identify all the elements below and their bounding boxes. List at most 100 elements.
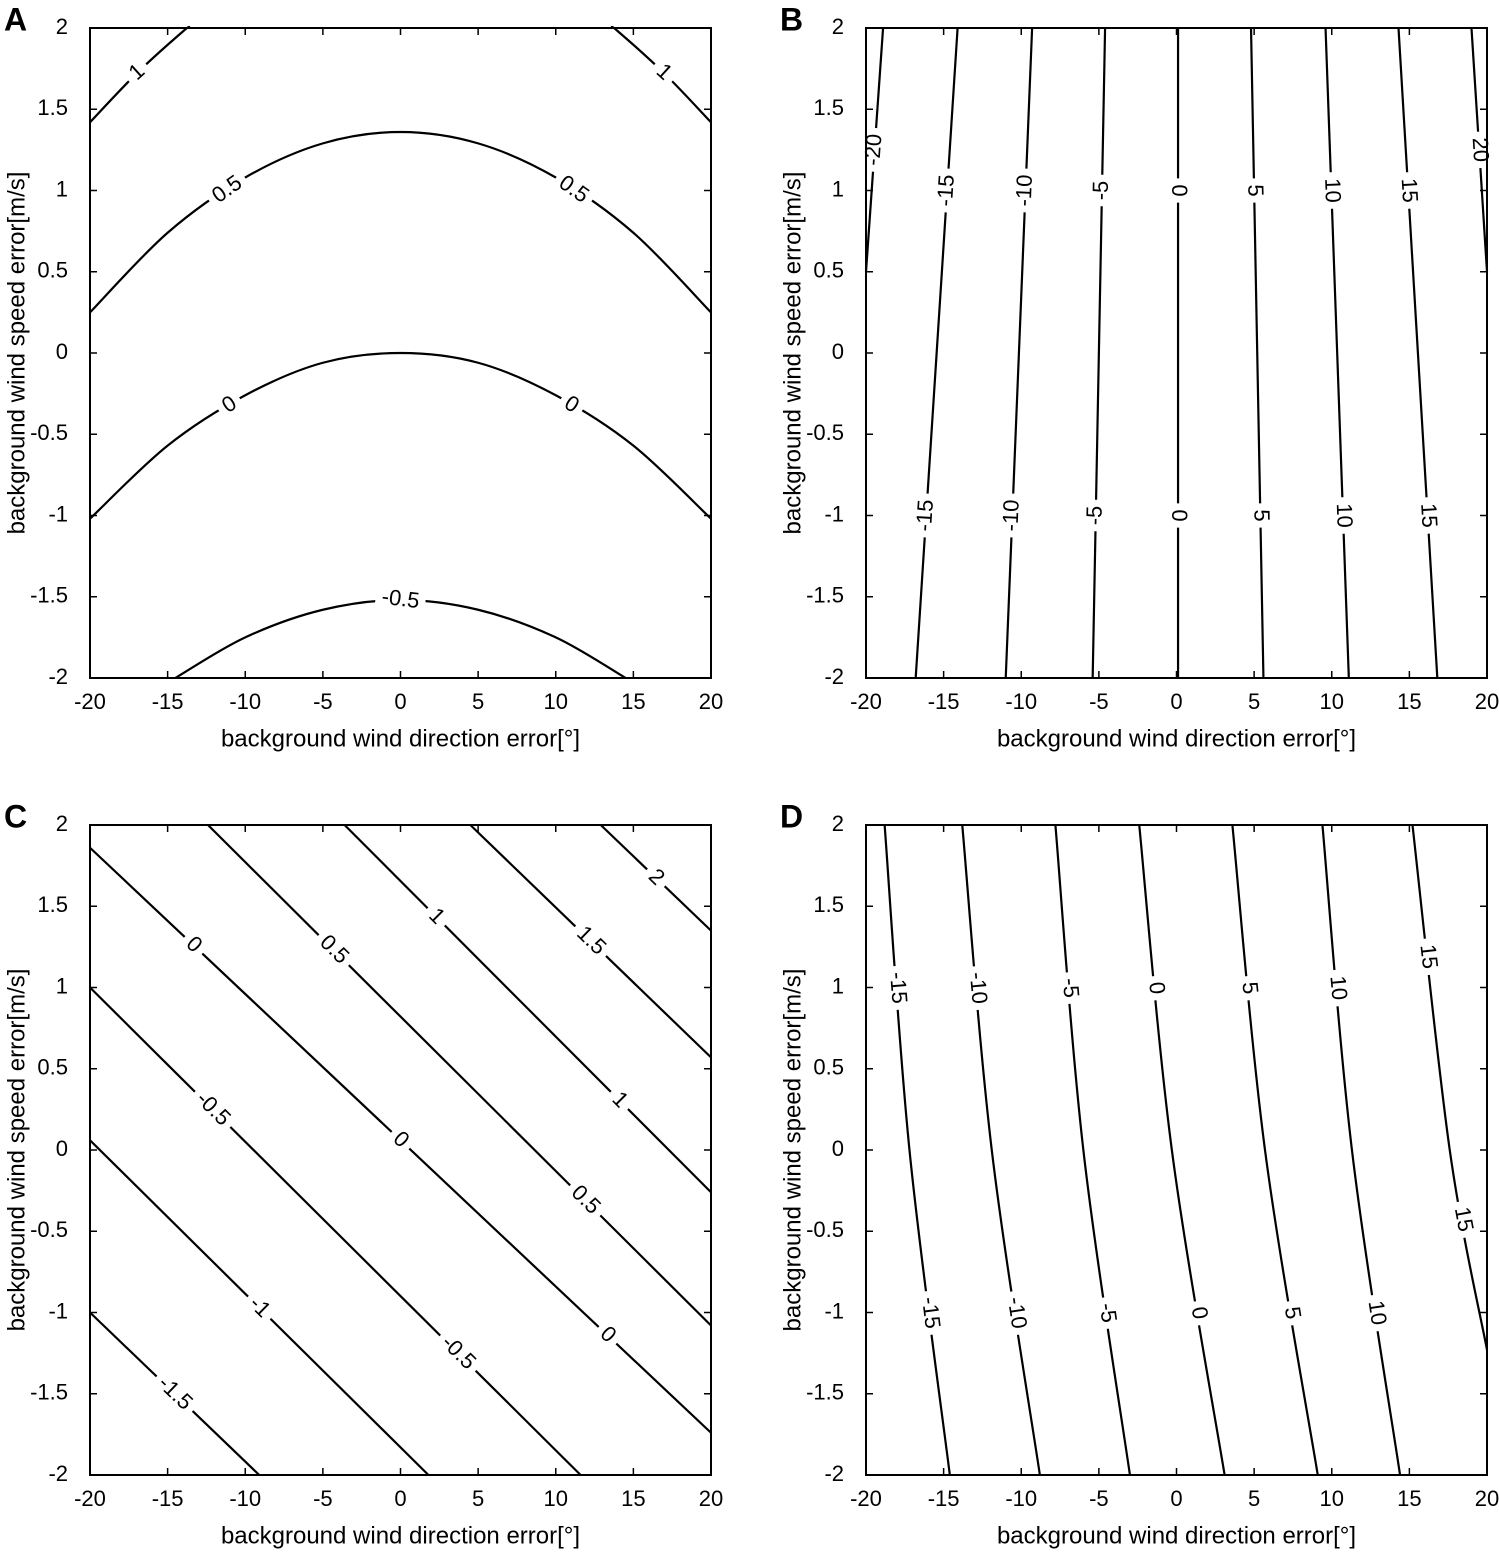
label-gap <box>119 54 156 91</box>
label-gap <box>882 965 912 1011</box>
contour-label: -5 <box>1088 180 1113 200</box>
y-tick-label: -2 <box>48 664 68 689</box>
contour-label: -10 <box>998 499 1024 532</box>
contour-label: 15 <box>1450 1205 1479 1234</box>
contour-line <box>89 130 712 314</box>
contour-label: 0 <box>1167 509 1192 521</box>
contour-line <box>1321 824 1402 1476</box>
y-tick-label: 1.5 <box>37 892 68 917</box>
label-gap <box>962 965 992 1012</box>
contour-label: -0.5 <box>380 584 421 614</box>
y-tick-label: 1 <box>832 176 844 201</box>
label-gap <box>202 167 253 213</box>
y-tick-label: 0 <box>56 339 68 364</box>
panel-label: C <box>4 798 27 834</box>
contour-line <box>343 824 712 1194</box>
y-tick-label: 2 <box>832 811 844 836</box>
label-gap <box>382 1122 419 1159</box>
label-gap <box>566 917 616 966</box>
contour-label: 20 <box>1468 137 1495 163</box>
label-gap <box>1165 503 1192 528</box>
label-gap <box>998 493 1027 538</box>
x-tick-label: 10 <box>544 689 568 714</box>
contour-line <box>914 27 959 679</box>
label-gap <box>1082 499 1110 532</box>
y-tick-label: 1.5 <box>37 95 68 120</box>
y-tick-label: 1 <box>832 973 844 998</box>
contour-line <box>1091 27 1107 679</box>
x-axis-label: background wind direction error[°] <box>997 1522 1356 1549</box>
x-tick-label: -20 <box>74 689 106 714</box>
label-gap <box>1165 178 1192 203</box>
label-gap <box>589 1317 626 1354</box>
y-tick-label: -1.5 <box>806 583 844 608</box>
x-tick-label: 5 <box>1248 1486 1260 1511</box>
contour-label: 5 <box>1280 1305 1307 1321</box>
y-tick-label: -1.5 <box>30 583 68 608</box>
y-tick-label: 1.5 <box>813 892 844 917</box>
contour-line <box>1231 824 1319 1476</box>
x-tick-label: -15 <box>152 689 184 714</box>
label-gap <box>431 1326 485 1380</box>
x-tick-label: -10 <box>229 1486 261 1511</box>
contour-label: 10 <box>1364 1299 1392 1327</box>
x-tick-label: 20 <box>699 1486 723 1511</box>
contour-label: 5 <box>1243 184 1268 197</box>
y-tick-label: 0.5 <box>813 1055 844 1080</box>
y-tick-label: -0.5 <box>30 1217 68 1242</box>
label-gap <box>374 583 427 617</box>
x-tick-label: -15 <box>152 1486 184 1511</box>
y-axis-label: background wind speed error[m/s] <box>3 172 30 535</box>
label-gap <box>999 1289 1032 1337</box>
y-tick-label: 0 <box>832 339 844 364</box>
y-tick-label: -1 <box>48 501 68 526</box>
label-gap <box>238 1287 280 1328</box>
label-gap <box>147 1367 202 1421</box>
contour-label: 10 <box>1325 975 1352 1002</box>
y-tick-label: 0 <box>832 1136 844 1161</box>
label-gap <box>1394 171 1423 210</box>
x-tick-label: -20 <box>850 1486 882 1511</box>
label-gap <box>1322 968 1352 1008</box>
x-tick-label: 0 <box>1170 1486 1182 1511</box>
contour-line <box>89 351 712 520</box>
contour-line <box>1138 824 1226 1476</box>
y-tick-label: 2 <box>56 14 68 39</box>
plot-frame <box>865 27 1488 679</box>
contour-label: -15 <box>911 499 938 532</box>
contour-line <box>1004 27 1034 679</box>
contour-line <box>1397 27 1439 679</box>
y-tick-label: -0.5 <box>30 420 68 445</box>
x-axis-label: background wind direction error[°] <box>221 1522 580 1549</box>
y-tick-label: -1.5 <box>30 1380 68 1405</box>
y-tick-label: -2 <box>824 664 844 689</box>
x-tick-label: -10 <box>1005 689 1037 714</box>
x-tick-label: 5 <box>472 1486 484 1511</box>
label-gap <box>1183 1299 1214 1328</box>
label-gap <box>1446 1199 1479 1240</box>
x-tick-label: 15 <box>621 1486 645 1511</box>
y-tick-label: -0.5 <box>806 1217 844 1242</box>
x-tick-label: 0 <box>394 1486 406 1511</box>
y-tick-label: 0.5 <box>37 258 68 283</box>
contour-line <box>207 824 712 1327</box>
x-tick-label: -10 <box>1005 1486 1037 1511</box>
contour-label: -15 <box>917 1295 946 1330</box>
contour-label: -5 <box>1095 1301 1123 1324</box>
label-gap <box>212 387 248 423</box>
contour-label: -10 <box>1003 1295 1032 1330</box>
y-tick-label: -0.5 <box>806 420 844 445</box>
label-gap <box>1360 1293 1392 1333</box>
contour-line <box>883 824 951 1476</box>
y-tick-label: -1.5 <box>806 1380 844 1405</box>
label-gap <box>1141 974 1170 1002</box>
y-axis-label: background wind speed error[m/s] <box>779 172 806 535</box>
contour-label: -15 <box>932 174 959 207</box>
label-gap <box>932 167 962 214</box>
contour-label: 0 <box>1187 1305 1214 1321</box>
label-gap <box>1055 971 1084 1005</box>
y-tick-label: -1 <box>824 1298 844 1323</box>
contour-label: 15 <box>1397 177 1423 203</box>
x-tick-label: 5 <box>1248 689 1260 714</box>
